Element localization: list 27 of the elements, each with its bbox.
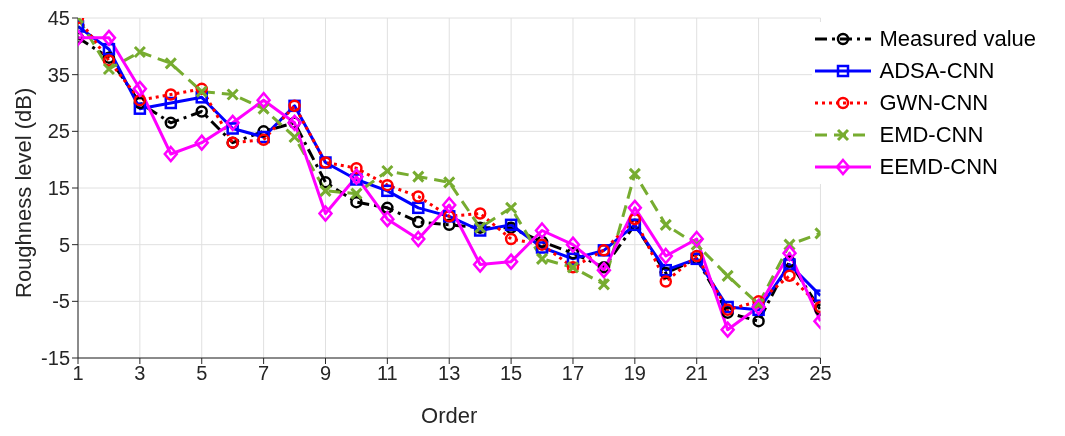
legend-label: EMD-CNN (879, 122, 984, 148)
legend-label: GWN-CNN (879, 90, 989, 116)
x-tick-label: 3 (134, 362, 146, 385)
x-tick-label: 13 (438, 362, 461, 385)
x-tick-label: 17 (561, 362, 585, 385)
legend-label: ADSA-CNN (879, 58, 995, 84)
y-tick-label: 45 (47, 7, 70, 30)
legend-label: Measured value (879, 26, 1036, 52)
x-tick-label: 9 (319, 362, 332, 385)
y-axis-title: Roughness level (dB) (10, 87, 36, 298)
y-tick-label: -15 (41, 347, 70, 370)
legend-label: EEMD-CNN (879, 154, 999, 180)
y-tick-label: -5 (52, 290, 70, 313)
x-axis-title: Order (421, 403, 478, 428)
y-tick-label: 15 (47, 177, 70, 200)
x-tick-label: 21 (685, 362, 708, 385)
x-tick-label: 25 (809, 362, 832, 385)
x-tick-label: 23 (747, 362, 770, 385)
x-tick-label: 5 (196, 362, 208, 385)
x-tick-label: 19 (623, 362, 646, 385)
y-tick-label: 35 (47, 63, 70, 86)
x-tick-label: 15 (499, 362, 523, 385)
y-tick-label: 5 (58, 233, 70, 256)
x-tick-label: 7 (258, 362, 270, 385)
x-tick-label: 11 (376, 362, 398, 385)
x-tick-label: 1 (72, 362, 84, 385)
y-tick-label: 25 (47, 120, 70, 143)
